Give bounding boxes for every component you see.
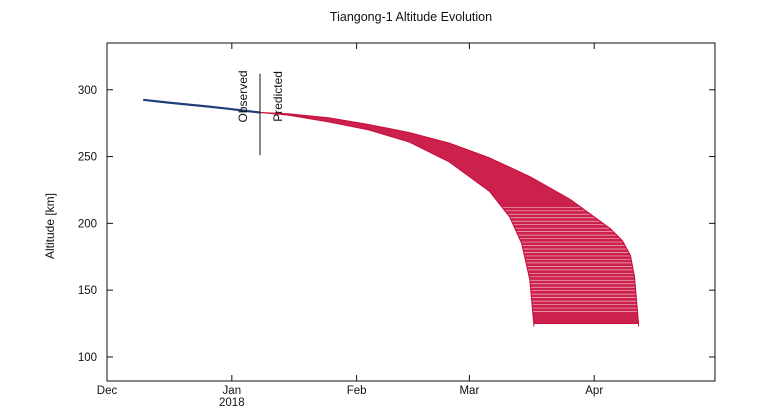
predicted-earliest-line bbox=[259, 111, 535, 324]
predicted-latest-line bbox=[259, 111, 640, 324]
x-tick-label: Jan bbox=[223, 385, 242, 397]
plot-frame bbox=[106, 42, 716, 382]
x-tick-sublabel: 2018 bbox=[219, 397, 245, 409]
x-tick-label: Apr bbox=[585, 385, 603, 397]
observed-annotation: Observed bbox=[236, 70, 250, 122]
predicted-annotation: Predicted bbox=[271, 71, 285, 122]
prediction-envelope-fill bbox=[260, 112, 639, 324]
x-tick-label: Dec bbox=[97, 385, 118, 397]
y-tick-label: 100 bbox=[78, 352, 97, 364]
x-tick-label: Feb bbox=[347, 385, 367, 397]
chart-title: Tiangong-1 Altitude Evolution bbox=[330, 10, 492, 24]
y-axis-label: Altitude [km] bbox=[43, 193, 57, 259]
y-tick-label: 250 bbox=[78, 152, 97, 164]
y-tick-label: 150 bbox=[78, 285, 97, 297]
plot-area: Observed Predicted 100 150 200 250 300 Dec Jan20… bbox=[78, 42, 716, 409]
observed-line bbox=[143, 98, 261, 114]
y-tick-label: 200 bbox=[78, 218, 97, 230]
y-tick-label: 300 bbox=[78, 85, 97, 97]
x-tick-label: Mar bbox=[459, 385, 479, 397]
